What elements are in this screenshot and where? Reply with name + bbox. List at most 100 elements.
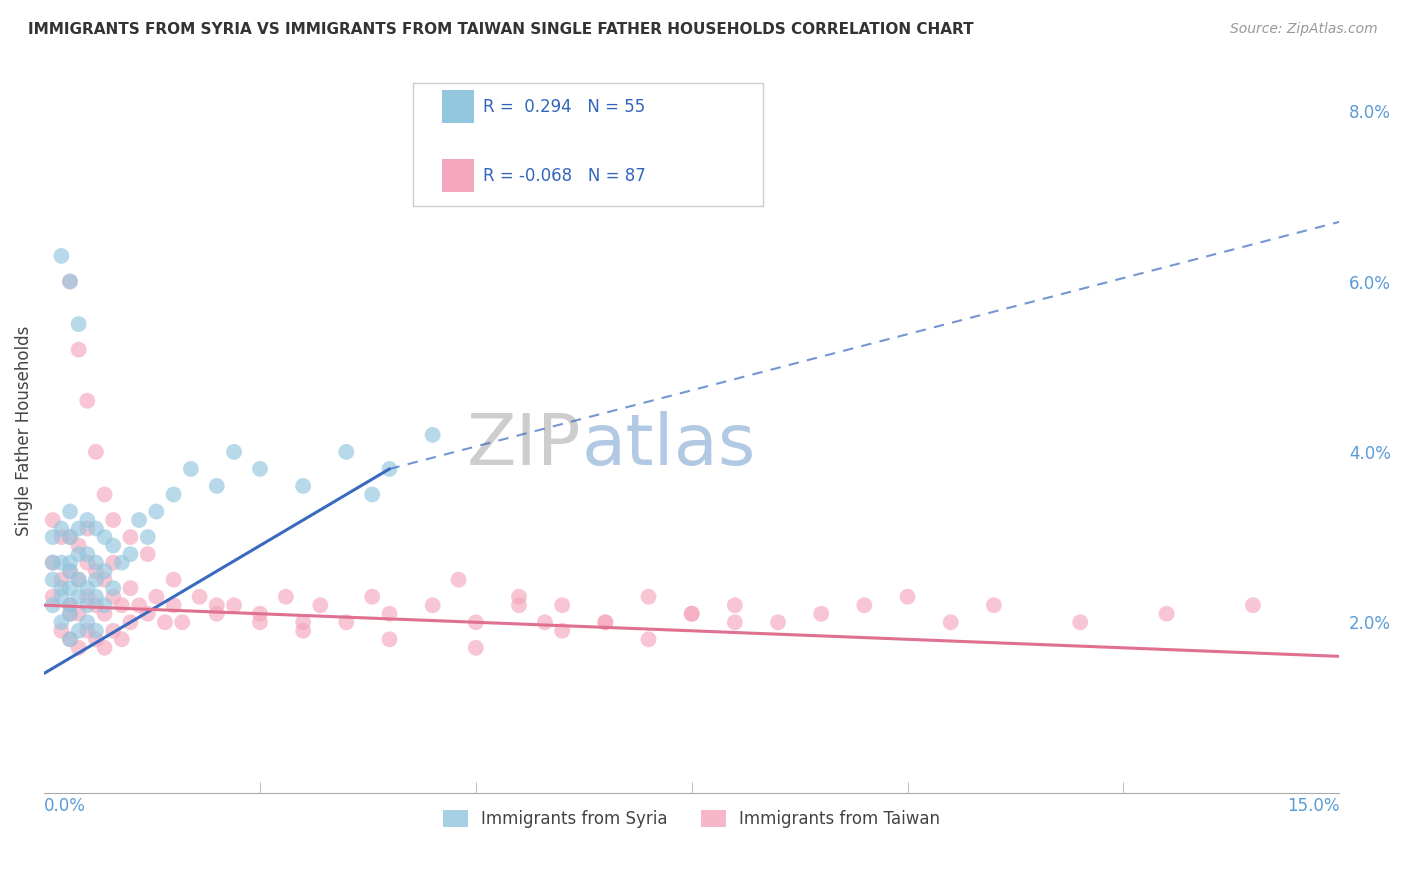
Point bbox=[162, 573, 184, 587]
Point bbox=[111, 632, 134, 647]
Point bbox=[51, 530, 73, 544]
Point bbox=[59, 607, 82, 621]
Point bbox=[983, 599, 1005, 613]
Point bbox=[51, 249, 73, 263]
Point bbox=[292, 624, 315, 638]
Point bbox=[76, 590, 98, 604]
Point bbox=[93, 530, 115, 544]
Point bbox=[249, 615, 271, 630]
Point bbox=[51, 615, 73, 630]
Point bbox=[67, 547, 90, 561]
Point bbox=[84, 556, 107, 570]
Point bbox=[59, 530, 82, 544]
Point bbox=[84, 564, 107, 578]
Point bbox=[180, 462, 202, 476]
Point bbox=[120, 581, 142, 595]
Text: 0.0%: 0.0% bbox=[44, 797, 86, 815]
Point bbox=[136, 607, 159, 621]
Point bbox=[292, 479, 315, 493]
Point bbox=[120, 615, 142, 630]
Point bbox=[508, 590, 530, 604]
Point bbox=[534, 615, 557, 630]
Point bbox=[76, 556, 98, 570]
Point bbox=[76, 624, 98, 638]
Point bbox=[145, 504, 167, 518]
Point bbox=[59, 581, 82, 595]
Point bbox=[595, 615, 617, 630]
Point bbox=[42, 556, 65, 570]
Point bbox=[59, 632, 82, 647]
Point bbox=[136, 530, 159, 544]
Point bbox=[51, 624, 73, 638]
Point bbox=[1156, 607, 1178, 621]
Point bbox=[67, 590, 90, 604]
Point bbox=[59, 275, 82, 289]
Point bbox=[59, 530, 82, 544]
Point bbox=[172, 615, 194, 630]
Point bbox=[939, 615, 962, 630]
Point bbox=[103, 590, 125, 604]
Point bbox=[378, 607, 401, 621]
Point bbox=[1069, 615, 1091, 630]
Point bbox=[205, 599, 228, 613]
Point bbox=[76, 547, 98, 561]
Point bbox=[249, 462, 271, 476]
Point bbox=[853, 599, 876, 613]
Text: atlas: atlas bbox=[582, 410, 756, 480]
Point bbox=[93, 564, 115, 578]
Point bbox=[42, 590, 65, 604]
Point bbox=[67, 522, 90, 536]
Point bbox=[595, 615, 617, 630]
Point bbox=[59, 607, 82, 621]
Point bbox=[59, 564, 82, 578]
Point bbox=[1241, 599, 1264, 613]
Point bbox=[551, 624, 574, 638]
Point bbox=[128, 513, 150, 527]
Point bbox=[103, 624, 125, 638]
Point bbox=[724, 599, 747, 613]
Point bbox=[76, 522, 98, 536]
Point bbox=[59, 275, 82, 289]
Point bbox=[274, 590, 297, 604]
Point bbox=[93, 599, 115, 613]
Point bbox=[67, 539, 90, 553]
Point bbox=[464, 640, 486, 655]
Point bbox=[766, 615, 789, 630]
Point bbox=[67, 607, 90, 621]
Point bbox=[422, 427, 444, 442]
Point bbox=[103, 513, 125, 527]
Point bbox=[51, 581, 73, 595]
Point bbox=[103, 581, 125, 595]
Point bbox=[111, 599, 134, 613]
Point bbox=[309, 599, 332, 613]
Point bbox=[93, 573, 115, 587]
Point bbox=[51, 590, 73, 604]
Point bbox=[84, 599, 107, 613]
Point bbox=[464, 615, 486, 630]
Point bbox=[205, 607, 228, 621]
Point bbox=[67, 640, 90, 655]
Point bbox=[67, 343, 90, 357]
Point bbox=[128, 599, 150, 613]
Y-axis label: Single Father Households: Single Father Households bbox=[15, 326, 32, 536]
Legend: Immigrants from Syria, Immigrants from Taiwan: Immigrants from Syria, Immigrants from T… bbox=[436, 804, 948, 835]
Point bbox=[162, 599, 184, 613]
Point bbox=[681, 607, 703, 621]
Text: Source: ZipAtlas.com: Source: ZipAtlas.com bbox=[1230, 22, 1378, 37]
Point bbox=[67, 573, 90, 587]
Point bbox=[378, 632, 401, 647]
Point bbox=[188, 590, 211, 604]
Text: R =  0.294   N = 55: R = 0.294 N = 55 bbox=[484, 98, 645, 116]
Point bbox=[51, 522, 73, 536]
Point bbox=[59, 504, 82, 518]
Point bbox=[59, 632, 82, 647]
FancyBboxPatch shape bbox=[413, 83, 763, 206]
Point bbox=[84, 573, 107, 587]
Point bbox=[136, 547, 159, 561]
Point bbox=[76, 513, 98, 527]
Point bbox=[111, 556, 134, 570]
Point bbox=[335, 445, 357, 459]
Point bbox=[103, 556, 125, 570]
Point bbox=[84, 632, 107, 647]
Point bbox=[551, 599, 574, 613]
